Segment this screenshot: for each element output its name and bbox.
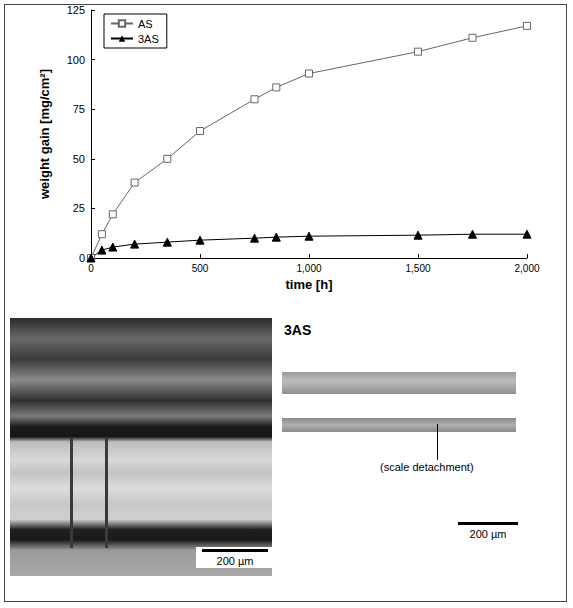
svg-text:125: 125 (67, 4, 85, 16)
html-text:(scale detachment): (scale detachment) (380, 461, 474, 473)
svg-text:100: 100 (67, 54, 85, 66)
svg-text:50: 50 (73, 153, 85, 165)
svg-text:3AS: 3AS (138, 33, 159, 45)
html-text:200 µm: 200 µm (469, 528, 507, 540)
svg-text:0: 0 (88, 263, 94, 274)
svg-text:25: 25 (73, 202, 85, 214)
svg-text:weight gain [mg/cm²]: weight gain [mg/cm²] (37, 69, 52, 200)
svg-text:2,000: 2,000 (514, 263, 539, 274)
svg-text:75: 75 (73, 103, 85, 115)
svg-text:1,500: 1,500 (405, 263, 430, 274)
html-text:3AS: 3AS (284, 322, 312, 338)
html-text:200 µm: 200 µm (216, 555, 254, 567)
svg-text:1,000: 1,000 (296, 263, 321, 274)
svg-text:time [h]: time [h] (286, 277, 333, 292)
svg-text:0: 0 (79, 252, 85, 264)
svg-text:AS: AS (138, 18, 153, 30)
svg-text:500: 500 (192, 263, 209, 274)
